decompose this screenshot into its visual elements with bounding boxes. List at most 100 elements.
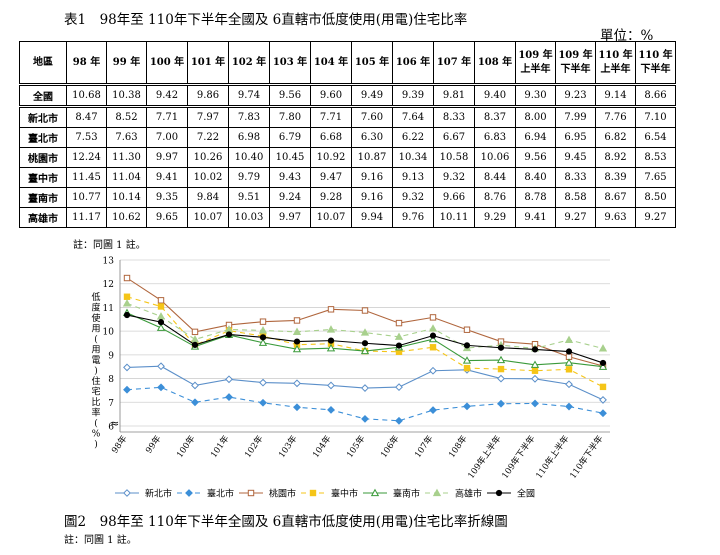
table-cell: 7.22 [187,127,229,148]
data-point [599,359,607,367]
table-cell: 10.26 [187,147,229,168]
data-point [598,344,608,352]
x-tick-label: 99年 [143,433,163,456]
x-tick-label: 110年上半年 [534,433,572,481]
table-cell: 9.45 [555,147,596,168]
y-axis-label-char: % [92,430,101,440]
row-label: 新北市 [19,105,67,128]
table-cell: 8.67 [595,187,636,208]
table-cell: 10.92 [310,147,352,168]
row-label: 桃園市 [19,147,67,168]
table-cell: 9.27 [635,207,676,228]
data-point [293,403,301,412]
data-point [225,331,233,338]
data-point [327,337,335,344]
x-tick-label: 104年 [310,433,333,460]
data-point [463,364,471,372]
table-cell: 8.44 [474,167,516,188]
legend-marker [370,488,380,497]
table-cell: 11.30 [106,147,147,168]
table-cell: 9.16 [351,167,393,188]
table-cell: 7.60 [351,105,393,128]
y-axis-label-char: 度 [91,302,100,314]
x-tick-label: 102年 [242,433,265,460]
table-cell: 11.45 [66,167,107,188]
data-point [395,342,403,349]
data-point [530,360,540,368]
table-cell: 9.24 [269,187,311,208]
table-cell: 6.82 [595,127,636,148]
data-point [565,348,573,355]
table-cell: 7.65 [635,167,676,188]
data-point [497,344,505,351]
legend-marker [247,489,255,497]
table-cell: 10.07 [187,207,229,228]
data-point [123,311,131,319]
table-cell: 10.34 [392,147,434,168]
table-cell: 10.62 [106,207,147,228]
data-point [429,314,437,321]
table-cell: 8.52 [106,105,147,128]
data-point [225,375,233,384]
table-cell: 9.49 [351,83,393,107]
table-cell: 9.28 [310,187,352,208]
table-cell: 7.99 [555,105,596,128]
table-cell: 9.56 [515,147,556,168]
data-point [157,383,165,392]
table-cell: 8.50 [635,187,676,208]
table-cell: 9.23 [555,83,596,107]
data-point [122,299,132,307]
header-cell: 110 年上半年 [595,41,636,85]
data-point [429,332,437,339]
table-cell: 7.83 [228,105,270,128]
data-table: 地區 98 年 99 年 100 年 101 年 102 年 103 年 104 年 105 年… [19,41,676,228]
y-tick-label: 12 [103,280,114,290]
header-cell: 104 年 [310,41,352,85]
x-tick-label: 108年 [446,433,469,460]
series-line [126,365,604,401]
y-tick-label: 10 [103,328,115,338]
data-point [157,297,165,304]
header-cell: 103 年 [269,41,311,85]
data-point [327,381,335,390]
table-cell: 8.40 [515,167,556,188]
legend-label: 臺中市 [331,488,358,500]
data-point [191,341,199,348]
data-point [157,362,165,371]
data-point [293,338,301,345]
table-cell: 7.63 [106,127,147,148]
table-cell: 12.24 [66,147,107,168]
data-point [496,355,506,364]
y-axis-label-char: 住 [91,375,100,387]
table-cell: 8.92 [595,147,636,168]
table-cell: 9.30 [515,83,556,107]
header-cell: 107 年 [433,41,475,85]
data-point [123,293,131,300]
table-title: 表1 98年至 110年下半年全國及 6直轄市低度使用(用電)住宅比率 [64,12,468,28]
legend-marker [432,488,442,497]
table-cell: 9.43 [269,167,311,188]
table-cell: 8.58 [555,187,596,208]
data-point [565,366,573,373]
header-cell: 106 年 [392,41,434,85]
data-point [462,356,472,364]
data-point [564,335,574,344]
legend-label: 臺北市 [207,488,234,500]
table-cell: 9.51 [228,187,270,208]
table-cell: 9.66 [433,187,475,208]
table-cell: 9.39 [392,83,434,107]
table-cell: 7.71 [146,105,188,128]
table-cell: 8.53 [635,147,676,168]
data-point [395,416,403,425]
data-point [191,398,199,407]
y-tick-label: 9 [108,351,114,361]
data-point [258,338,268,346]
table-cell: 6.95 [555,127,596,148]
data-point [292,327,302,335]
table-row: 臺北市 7.53 7.63 7.00 7.22 6.98 6.79 6.68 6.30 6.22 6… [19,127,676,148]
data-point [599,396,607,404]
table-cell: 9.13 [392,167,434,188]
data-point [259,334,267,341]
table-row: 全國 10.68 10.38 9.42 9.86 9.74 9.56 9.60 9.49 9.39… [19,83,676,107]
table-cell: 9.14 [595,83,636,107]
